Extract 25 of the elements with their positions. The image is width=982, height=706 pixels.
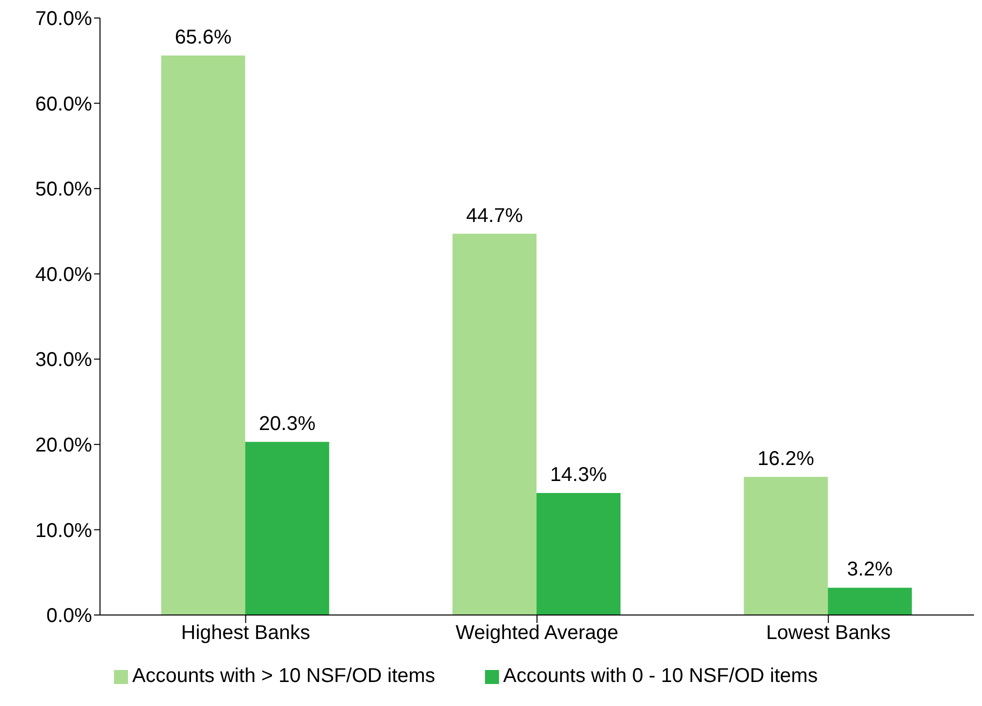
bar: [536, 493, 621, 615]
y-tick-label: 60.0%: [35, 93, 92, 116]
y-tick-label: 50.0%: [35, 178, 92, 201]
y-tick-label: 0.0%: [46, 605, 92, 628]
y-tick-label: 20.0%: [35, 434, 92, 457]
y-tick-label: 70.0%: [35, 8, 92, 30]
legend-label: Accounts with > 10 NSF/OD items: [132, 665, 436, 687]
data-label: 44.7%: [466, 204, 524, 227]
bar: [161, 56, 246, 615]
data-label: 20.3%: [258, 412, 316, 435]
data-label: 3.2%: [847, 558, 893, 581]
bar: [744, 476, 828, 615]
legend-label: Accounts with 0 - 10 NSF/OD items: [503, 665, 818, 687]
data-label: 14.3%: [550, 464, 608, 486]
x-tick-label: Weighted Average: [456, 622, 618, 644]
data-label: 65.6%: [174, 26, 232, 49]
y-tick-label: 30.0%: [35, 349, 92, 372]
bar: [828, 588, 912, 615]
bar: [245, 442, 330, 615]
y-tick-label: 40.0%: [35, 264, 92, 286]
x-tick-label: Highest Banks: [181, 622, 310, 644]
bar: [452, 234, 537, 615]
data-label: 16.2%: [757, 448, 814, 470]
x-tick-label: Lowest Banks: [766, 622, 891, 644]
y-tick-label: 10.0%: [35, 520, 92, 542]
